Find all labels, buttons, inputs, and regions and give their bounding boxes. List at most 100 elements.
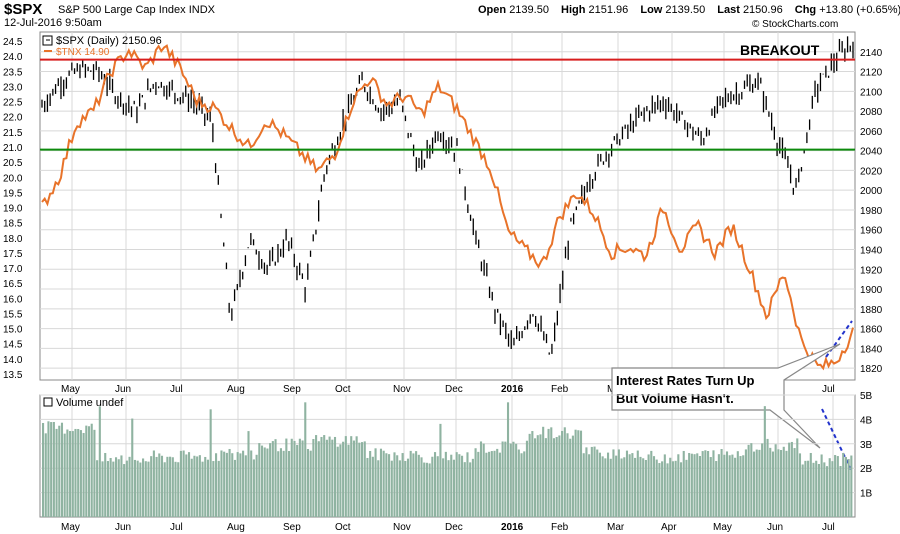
volume-bar — [71, 431, 74, 517]
volume-bar — [174, 461, 177, 517]
volume-bar — [547, 428, 550, 517]
volume-bar — [144, 461, 147, 517]
volume-bar — [609, 458, 612, 517]
volume-x-tick-label: May — [61, 522, 80, 533]
y-left-tick-label: 18.5 — [3, 219, 23, 230]
volume-bar — [844, 457, 847, 517]
volume-bar — [396, 455, 399, 517]
volume-bar — [477, 451, 480, 517]
volume-bar — [425, 462, 428, 517]
volume-bar — [644, 459, 647, 517]
volume-bar — [712, 450, 715, 517]
x-tick-label: Dec — [445, 384, 463, 395]
volume-x-tick-label: Oct — [335, 522, 351, 533]
volume-bar — [328, 436, 331, 517]
volume-bar — [204, 456, 207, 517]
volume-bar — [523, 451, 526, 517]
volume-bar — [66, 429, 69, 517]
volume-bar — [593, 446, 596, 517]
volume-bar — [671, 461, 674, 517]
volume-bar — [658, 463, 661, 517]
x-tick-label: May — [61, 384, 80, 395]
volume-bar — [417, 454, 420, 517]
volume-y-tick-label: 1B — [860, 489, 873, 500]
volume-bar — [707, 451, 710, 517]
volume-bar — [834, 455, 837, 517]
volume-bar — [139, 462, 142, 517]
volume-bar — [158, 453, 161, 517]
volume-bar — [363, 441, 366, 517]
y-left-tick-label: 24.5 — [3, 37, 23, 48]
volume-bar — [739, 456, 742, 517]
volume-bar — [177, 462, 180, 517]
volume-bar — [374, 448, 377, 517]
volume-bar — [752, 451, 756, 517]
volume-bar — [333, 436, 337, 517]
volume-bar — [625, 450, 629, 517]
y-left-tick-label: 20.0 — [3, 173, 23, 184]
volume-bar — [542, 426, 545, 517]
volume-y-tick-label: 4B — [860, 415, 873, 426]
volume-bar — [461, 455, 464, 517]
volume-bar — [485, 452, 488, 517]
volume-bar — [669, 457, 672, 517]
open-label: Open — [478, 4, 507, 16]
volume-bar — [596, 449, 599, 517]
volume-bar — [788, 442, 791, 517]
volume-bar — [282, 450, 285, 517]
y-left-tick-label: 21.5 — [3, 128, 23, 139]
volume-bar — [123, 464, 126, 517]
volume-bar — [288, 450, 291, 517]
volume-bar — [793, 448, 796, 517]
volume-bar — [544, 438, 547, 517]
callout-box — [611, 343, 841, 449]
volume-bar — [212, 461, 215, 517]
volume-bar — [569, 438, 572, 517]
volume-bar — [152, 450, 155, 517]
volume-bar — [171, 457, 174, 517]
volume-bar — [636, 450, 639, 517]
volume-bar — [42, 422, 45, 517]
volume-bar — [682, 450, 685, 517]
volume-bar — [466, 452, 469, 517]
volume-bar — [163, 462, 166, 517]
volume-bar — [290, 438, 293, 517]
volume-bar — [731, 454, 734, 517]
volume-bar — [179, 450, 182, 517]
volume-bar — [433, 452, 437, 517]
price-legend — [42, 35, 53, 46]
volume-x-tick-label: Jun — [115, 522, 131, 533]
y-right-tick-label: 1840 — [860, 344, 883, 355]
volume-bar — [101, 461, 104, 517]
volume-bar — [201, 461, 204, 517]
volume-bar — [704, 450, 707, 517]
volume-bar — [120, 455, 123, 517]
legend-tnx: $TNX 14.90 — [56, 47, 110, 58]
y-right-tick-label: 1940 — [860, 246, 883, 257]
chg-label: Chg — [794, 4, 817, 16]
volume-bar — [601, 456, 604, 517]
volume-bar — [790, 441, 793, 517]
y-left-tick-label: 15.5 — [3, 309, 23, 320]
x-tick-label: Jul — [822, 384, 835, 395]
open-value: 2139.50 — [509, 4, 549, 16]
volume-bar — [114, 457, 118, 517]
volume-bar — [244, 455, 247, 517]
volume-trend-line — [821, 408, 853, 473]
high-label: High — [561, 4, 586, 16]
y-left-tick-label: 21.0 — [3, 143, 23, 154]
volume-legend-swatch — [43, 397, 53, 407]
volume-bar — [698, 456, 702, 517]
volume-bar — [77, 429, 80, 517]
volume-bar — [517, 449, 520, 517]
volume-bar — [317, 441, 320, 517]
spx-price-bars — [41, 36, 854, 355]
volume-bar — [388, 454, 391, 517]
y-left-tick-label: 23.0 — [3, 82, 23, 93]
volume-bar — [336, 446, 339, 517]
volume-bar — [442, 458, 445, 517]
volume-bar — [801, 464, 804, 517]
chart-header: $SPX S&P 500 Large Cap Index INDX 12-Jul… — [0, 0, 900, 32]
volume-bar — [247, 431, 250, 517]
volume-bar — [463, 462, 466, 517]
